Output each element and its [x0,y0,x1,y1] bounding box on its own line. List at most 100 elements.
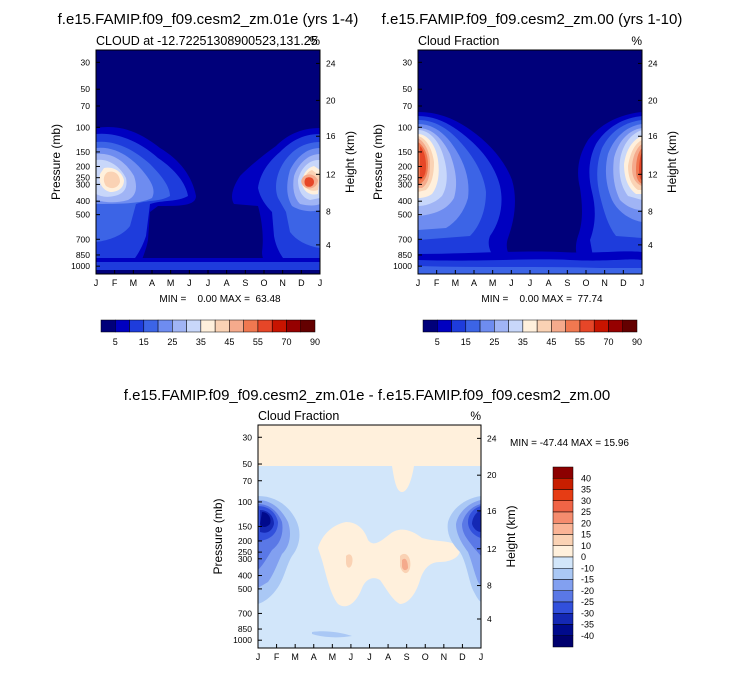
colorbar-swatch [229,319,244,333]
y-tick-label: 1000 [233,635,252,645]
colorbar-label: 55 [575,337,585,347]
colorbar-swatch [593,319,609,333]
colorbar-label: 70 [603,337,613,347]
x-tick-label: J [367,652,372,662]
x-tick-label: A [311,652,317,662]
y-tick-label: 300 [76,179,90,189]
y2-axis-label: Height (km) [665,131,679,193]
y-tick-label: 30 [403,57,413,67]
y-tick-label: 150 [398,147,412,157]
panel-2-colorbar: 5 15 25 35 45 55 70 90 [422,319,642,347]
x-tick-label: J [318,278,323,288]
y2-tick-label: 8 [487,581,492,591]
colorbar-swatch [552,545,574,558]
colorbar-swatch [129,319,145,333]
y-tick-label: 30 [243,432,253,442]
y2-tick-label: 8 [648,206,653,216]
colorbar-label: 70 [281,337,291,347]
x-tick-label: O [260,278,267,288]
y2-tick-label: 20 [487,470,497,480]
colorbar-swatch [552,601,574,614]
colorbar-swatch [437,319,452,333]
colorbar-label: 5 [113,337,118,347]
colorbar-label: 5 [435,337,440,347]
x-tick-label: O [422,652,429,662]
colorbar-swatch [552,511,574,524]
x-tick-label: J [349,652,354,662]
colorbar-swatch [579,319,595,333]
panel-1-colorbar: 5 15 25 35 45 55 70 90 [100,319,320,347]
x-tick-label: F [274,652,280,662]
x-tick-label: J [206,278,211,288]
colorbar-swatch [565,319,581,333]
x-tick-label: F [112,278,118,288]
y-tick-label: 400 [238,571,252,581]
colorbar-swatch [286,319,301,333]
colorbar-label: 25 [581,507,591,517]
colorbar-label: -10 [581,563,594,573]
colorbar-swatch [551,319,566,333]
y2-tick-label: 24 [648,58,658,68]
colorbar-swatch [422,319,438,333]
x-tick-label: A [471,278,477,288]
colorbar-swatch [552,500,574,513]
y-axis-label: Pressure (mb) [211,498,225,574]
y2-tick-label: 16 [487,506,497,516]
y2-tick-label: 24 [487,433,497,443]
y-tick-label: 50 [403,84,413,94]
x-tick-label: M [130,278,138,288]
y-tick-label: 250 [238,547,252,557]
colorbar-swatch [243,319,259,333]
y2-axis-label: Height (km) [343,131,357,193]
colorbar-swatch [143,319,159,333]
colorbar-label: -40 [581,631,594,641]
y-tick-label: 150 [238,521,252,531]
x-tick-label: N [279,278,286,288]
panel-2-minmax: MIN = 0.00 MAX = 77.74 [481,294,603,305]
y-tick-label: 700 [76,234,90,244]
panel-3-left-label: Cloud Fraction [258,409,339,423]
colorbar-label: 15 [461,337,471,347]
colorbar-label: 15 [581,530,591,540]
colorbar-swatch [494,319,509,333]
colorbar-swatch [536,319,552,333]
colorbar-swatch [508,319,524,333]
colorbar-swatch [100,319,116,333]
colorbar-swatch [552,635,574,648]
x-tick-label: D [620,278,627,288]
x-tick-label: A [546,278,552,288]
x-tick-label: J [528,278,533,288]
y-tick-label: 850 [238,624,252,634]
panel-2-title: f.e15.FAMIP.f09_f09.cesm2_zm.00 (yrs 1-1… [382,11,683,28]
colorbar-swatch [552,556,574,569]
colorbar-swatch [522,319,538,333]
x-tick-label: M [167,278,175,288]
colorbar-label: -25 [581,597,594,607]
y-tick-label: 200 [238,536,252,546]
colorbar-swatch [552,534,574,546]
y-tick-label: 100 [76,122,90,132]
y2-tick-label: 20 [648,95,658,105]
y2-tick-label: 4 [487,614,492,624]
y-tick-label: 250 [398,173,412,183]
panel-1-title: f.e15.FAMIP.f09_f09.cesm2_zm.01e (yrs 1-… [58,11,359,28]
y-tick-label: 500 [398,210,412,220]
x-tick-label: O [582,278,589,288]
colorbar-swatch [115,319,130,333]
panel-3-minmax: MIN = -47.44 MAX = 15.96 [510,438,629,449]
x-tick-label: N [601,278,608,288]
colorbar-swatch [271,319,287,333]
panel-2-left-label: Cloud Fraction [418,34,499,48]
colorbar-label: 55 [253,337,263,347]
y-tick-label: 100 [238,497,252,507]
colorbar-swatch [552,478,574,490]
y-tick-label: 70 [243,476,253,486]
y-tick-label: 850 [398,250,412,260]
y2-tick-label: 4 [326,240,331,250]
x-tick-label: S [242,278,248,288]
colorbar-swatch [186,319,202,333]
